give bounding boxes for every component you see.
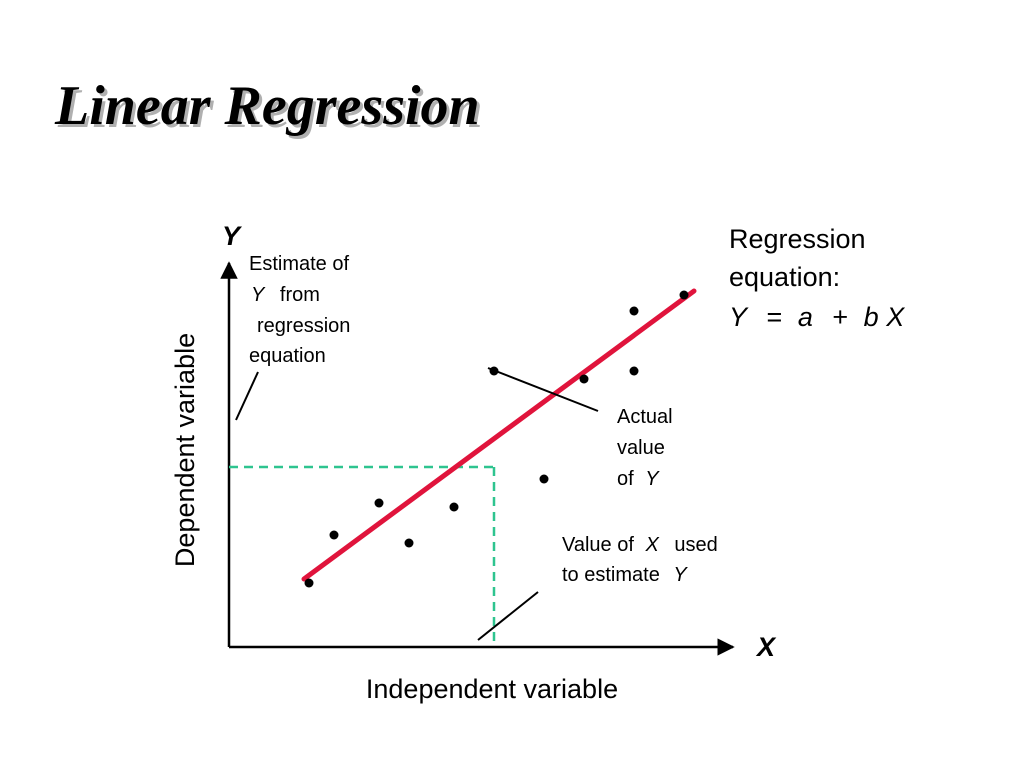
estimate-line-2: Y from (251, 284, 320, 306)
estimate-line-1: Estimate of (249, 253, 349, 275)
equation-b: b (864, 302, 879, 332)
regression-equation: Regression equation: Y = a + b X (729, 224, 905, 332)
actual-line-1: Actual (617, 406, 673, 428)
x-axis-letter: X (755, 632, 777, 662)
equation-line-2: equation: (729, 262, 840, 292)
data-point (404, 538, 414, 548)
value-x-leader-line (477, 591, 539, 641)
equation-formula: Y = a + b X (729, 302, 905, 332)
value-x-annotation: Value of X used to estimate Y (562, 534, 718, 586)
equation-line-1: Regression (729, 224, 866, 254)
regression-line (301, 288, 697, 582)
equation-y: Y (729, 302, 749, 332)
equation-plus: + (832, 302, 848, 332)
x-axis-label: Independent variable (366, 674, 618, 704)
y-axis-letter: Y (222, 221, 243, 251)
data-point (629, 366, 639, 376)
actual-annotation: Actual value of Y (617, 406, 673, 490)
value-x-line-2: to estimate Y (562, 564, 688, 586)
slide-title: Linear Regression (55, 75, 480, 137)
value-x-var-x: X (644, 534, 659, 556)
actual-of: of (617, 468, 634, 490)
estimate-line-3: regression (257, 315, 350, 337)
data-point (629, 306, 639, 316)
data-point (679, 290, 689, 300)
actual-line-3: of Y (617, 468, 660, 490)
value-x-pre: Value of (562, 534, 634, 556)
value-x-estimate: to estimate (562, 564, 660, 586)
estimate-var-y: Y (251, 284, 266, 306)
data-points (304, 290, 689, 588)
value-x-post: used (674, 534, 717, 556)
value-x-line-1: Value of X used (562, 534, 718, 556)
data-point (374, 498, 384, 508)
actual-line-2: value (617, 437, 665, 459)
equation-a: a (798, 302, 813, 332)
estimate-annotation: Estimate of Y from regression equation (249, 253, 350, 367)
data-point (539, 474, 549, 484)
estimate-guides (229, 465, 496, 647)
data-point (449, 502, 459, 512)
y-axis-label: Dependent variable (170, 333, 200, 567)
estimate-from: from (280, 284, 320, 306)
data-point (579, 374, 589, 384)
actual-var-y: Y (645, 468, 660, 490)
equation-equals: = (767, 302, 783, 332)
actual-leader-line (487, 367, 599, 412)
equation-x: X (885, 302, 905, 332)
estimate-line-4: equation (249, 345, 326, 367)
data-point (304, 578, 314, 588)
estimate-leader-line (235, 371, 259, 421)
value-x-var-y: Y (673, 564, 688, 586)
data-point (329, 530, 339, 540)
